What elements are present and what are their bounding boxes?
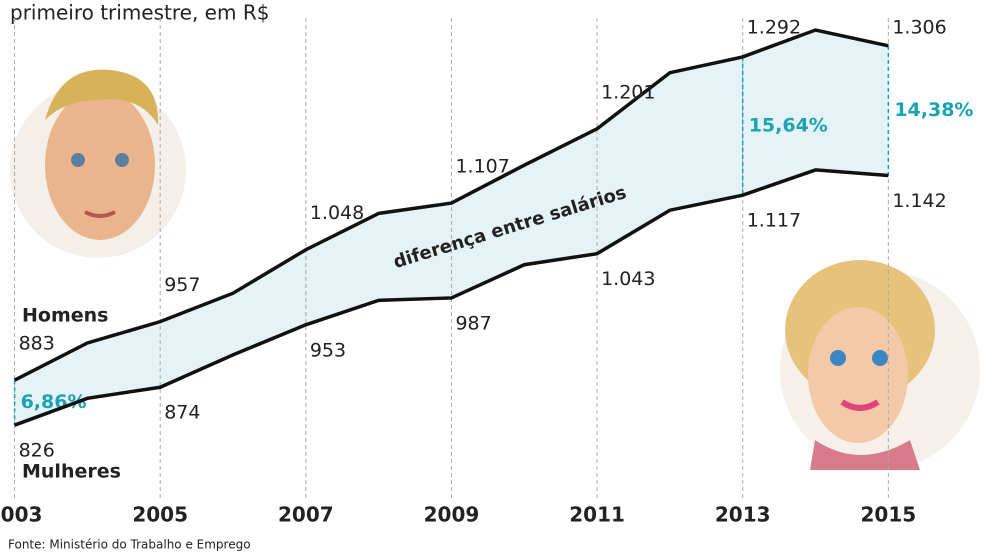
gap-label: 14,38%	[894, 99, 973, 121]
ken-portrait	[10, 70, 186, 258]
value-label: 874	[164, 402, 200, 424]
value-label: 1.048	[310, 202, 364, 224]
value-label: 883	[19, 333, 55, 355]
x-tick-label: 2013	[715, 503, 771, 527]
value-label: 1.107	[455, 156, 509, 178]
barbie-portrait	[780, 260, 980, 470]
value-label: 826	[19, 440, 55, 462]
value-label: 1.142	[892, 190, 946, 212]
x-tick-label: 2011	[569, 503, 625, 527]
value-label: 1.292	[747, 17, 801, 39]
value-label: 953	[310, 339, 346, 361]
value-label: 1.117	[747, 210, 801, 232]
value-label: 957	[164, 274, 200, 296]
series-label: Mulheres	[22, 461, 121, 483]
series-label: Homens	[22, 305, 108, 327]
chart: primeiro trimestre, em R$ 2003 2005 2007 20…	[0, 0, 983, 554]
chart-title: primeiro trimestre, em R$	[10, 1, 269, 25]
value-label: 1.043	[601, 268, 655, 290]
value-label: 1.201	[601, 81, 655, 103]
gap-label: 15,64%	[749, 115, 828, 137]
source: Fonte: Ministério do Trabalho e Emprego	[8, 538, 251, 552]
value-label: 1.306	[892, 17, 946, 39]
x-tick-label: 2007	[278, 503, 334, 527]
value-label: 987	[455, 312, 491, 334]
x-tick-label: 2005	[132, 503, 188, 527]
x-tick-label: 2015	[861, 503, 917, 527]
x-tick-label: 2009	[424, 503, 480, 527]
x-tick-label: 2003	[0, 503, 42, 527]
